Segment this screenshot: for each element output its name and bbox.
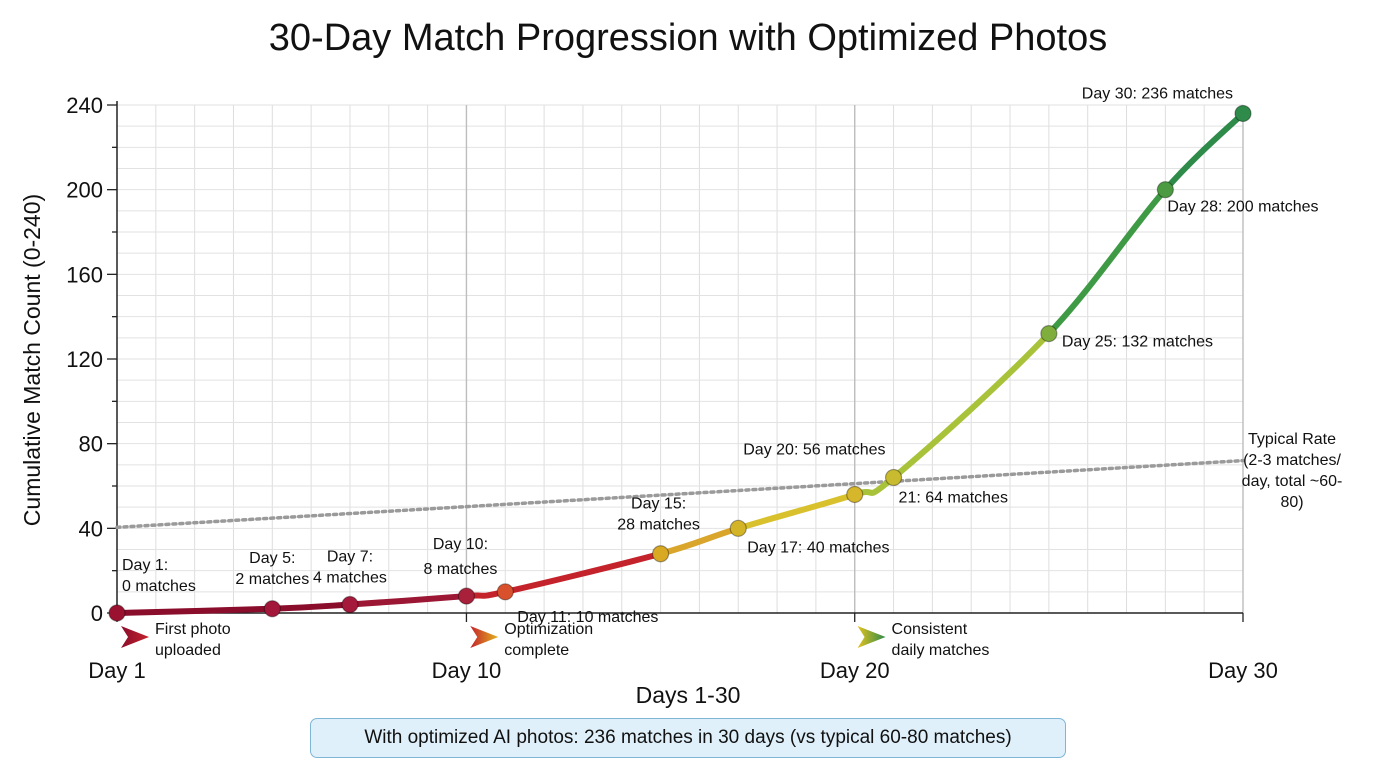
series-line-segment [890,330,1052,481]
point-annotation: Day 20: 56 matches [743,442,885,459]
point-annotation: Day 25: 132 matches [1062,334,1213,351]
point-annotation: Day 1: 0 matches [122,557,196,595]
milestone-arrow-icon [470,626,499,648]
summary-footnote: With optimized AI photos: 236 matches in… [310,718,1066,758]
data-point [1234,104,1252,123]
series-line-segment [657,525,742,557]
point-annotation: Day 11: 10 matches [517,609,658,626]
series-line-segment [735,491,858,532]
x-tick-label: Day 10 [432,658,502,683]
x-axis-label: Days 1-30 [636,682,741,708]
data-point [496,583,514,601]
point-annotation: Day 28: 200 matches [1167,199,1318,216]
milestone-arrow-icon [121,626,149,648]
series-line-segment [269,601,353,612]
chart-title: 30-Day Match Progression with Optimized … [269,17,1107,59]
point-annotation: Day 17: 40 matches [747,539,889,556]
point-annotation: 21: 64 matches [899,490,1008,507]
data-point [341,595,359,614]
y-tick-label: 0 [91,601,103,626]
line-chart: 30-Day Match Progression with Optimized … [19,17,1343,708]
data-point [846,485,864,504]
x-tick-label: Day 20 [820,658,890,683]
y-tick-label: 80 [79,432,103,457]
milestones: First photo uploaded Optimization complete C… [121,621,989,659]
data-point [1156,181,1174,199]
grid [116,104,1244,614]
milestone-label: Consistent daily matches [892,621,990,659]
point-annotation: Day 10: 8 matches [424,536,498,578]
typical-rate-label: Typical Rate (2-3 matches/day, total ~60-… [1242,431,1343,511]
x-tick-label: Day 30 [1208,658,1278,683]
point-annotation: Day 30: 236 matches [1082,85,1233,102]
data-point [263,600,281,618]
data-point [651,545,670,563]
data-point [108,604,126,622]
series-line-segment [346,593,470,608]
milestone-label: First photo uploaded [155,621,231,659]
series-line-segment [502,550,664,595]
data-point [884,468,903,487]
milestone-label: Optimization complete [504,621,593,659]
match-series [108,104,1252,622]
point-annotation: Day 7: 4 matches [313,549,387,587]
y-axis-label: Cumulative Match Count (0-240) [19,194,45,526]
data-point [729,519,747,537]
point-annotation: Day 5: 2 matches [235,550,309,588]
series-line-segment [114,605,276,616]
milestone-arrow-icon [857,626,886,648]
y-tick-label: 160 [66,262,103,287]
data-point [1040,325,1058,343]
y-tick-label: 200 [66,178,103,203]
y-tick-label: 40 [79,516,103,541]
series-line-segment [1045,186,1169,337]
axes: 0 40 80 120 160 200 240 Day 1 Day 10 Day 20 Day 30 [66,93,1278,683]
x-tick-label: Day 1 [88,658,145,683]
point-annotation: Day 15: 28 matches [617,496,700,534]
y-tick-label: 240 [66,93,103,118]
y-tick-label: 120 [66,347,103,372]
typical-rate-series: Typical Rate (2-3 matches/day, total ~60-… [115,431,1343,530]
typical-rate-line [115,458,1245,530]
data-point [457,587,476,605]
